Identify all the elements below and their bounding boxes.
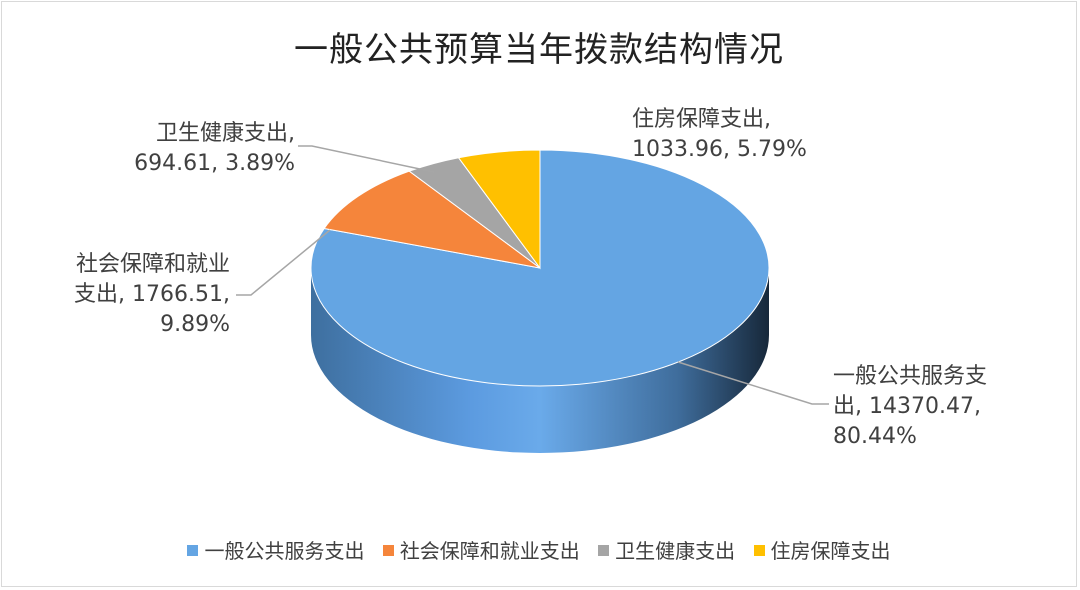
legend-item: 一般公共服务支出 [187, 535, 364, 564]
slice-社会保障和就业支出 [323, 170, 541, 269]
data-label-social-security: 社会保障和就业 支出, 1766.51, 9.89% [74, 252, 230, 337]
slice-住房保障支出 [457, 149, 541, 270]
leader-line [298, 145, 435, 173]
leader-line [236, 229, 331, 296]
chart-title: 一般公共预算当年拨款结构情况 [294, 30, 784, 70]
leader-line [677, 361, 829, 405]
legend-swatch [382, 545, 394, 556]
legend-item: 社会保障和就业支出 [382, 535, 580, 564]
legend-swatch [187, 545, 199, 556]
data-label-general-public-services: 一般公共服务支 出, 14370.47, 80.44% [833, 364, 988, 449]
pie-side-wall [311, 268, 769, 453]
legend-item: 卫生健康支出 [598, 535, 735, 564]
legend: 一般公共服务支出 社会保障和就业支出 卫生健康支出 住房保障支出 [0, 535, 1078, 564]
legend-item: 住房保障支出 [753, 535, 891, 564]
legend-swatch [598, 545, 610, 556]
data-label-health: 卫生健康支出, 694.61, 3.89% [134, 121, 295, 176]
data-label-housing: 住房保障支出, 1033.96, 5.79% [632, 107, 807, 162]
legend-swatch [753, 545, 765, 556]
